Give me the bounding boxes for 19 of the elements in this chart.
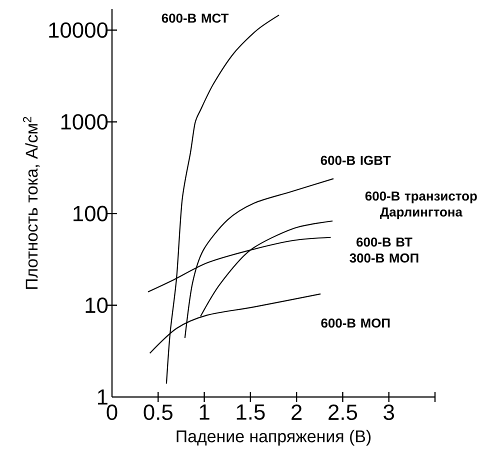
x-tick-label: 1.5 — [236, 404, 265, 420]
x-tick-label: 1 — [200, 404, 210, 420]
x-tick-label: 3 — [384, 404, 394, 420]
x-tick-label: 2 — [292, 404, 302, 420]
text: 600-В транзистор Дарлингтона — [365, 191, 477, 220]
series-label: 600-В IGBT — [320, 156, 391, 165]
x-tick-label: 0.5 — [144, 404, 172, 420]
x-tick-label: 0 — [106, 404, 118, 420]
y-tick-label: 1000 — [61, 114, 108, 130]
y-tick-label: 1 — [98, 389, 108, 405]
series-label: 600-В МСТ — [162, 14, 229, 23]
y-tick-label: 100 — [74, 206, 108, 222]
y-tick-label: 10 — [86, 298, 108, 314]
series-label: 600-В ВТ 300-В МОП — [350, 237, 418, 263]
series-label: 600-В МОП — [321, 318, 390, 328]
y-axis-title: Плотность тока, А/см$^{2}$ — [22, 116, 40, 289]
y-tick-label: 10000 — [49, 22, 108, 38]
x-tick-label: 2.5 — [328, 404, 358, 420]
x-axis-title: Падение напряжения (В) — [176, 430, 371, 446]
